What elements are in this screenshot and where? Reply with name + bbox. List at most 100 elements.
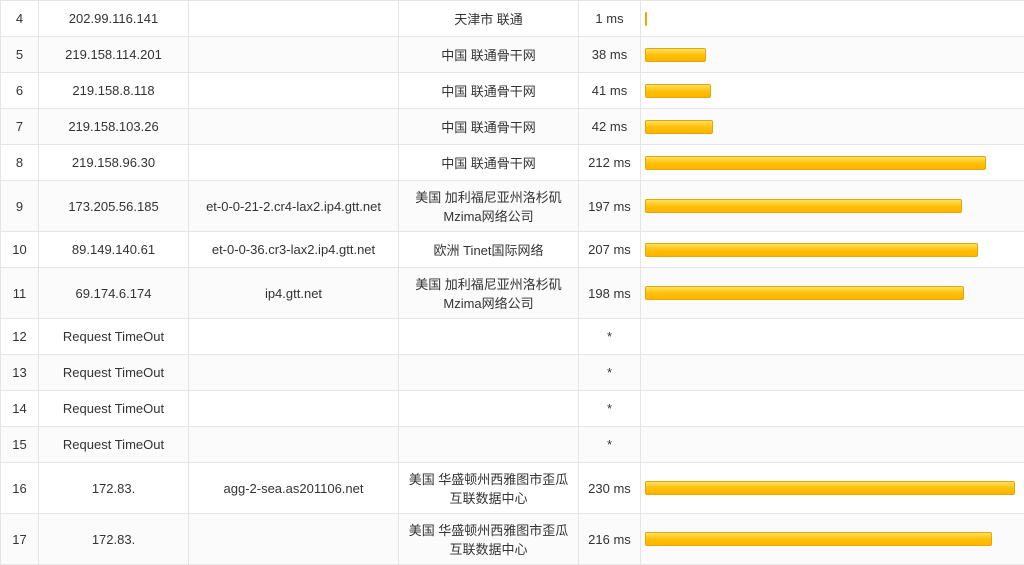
host-cell — [189, 319, 399, 355]
latency-bar-wrap — [645, 84, 1020, 98]
latency-bar — [645, 156, 986, 170]
latency-bar-cell — [641, 268, 1024, 319]
location-cell — [399, 391, 579, 427]
table-row: 12Request TimeOut* — [1, 319, 1024, 355]
host-cell: ip4.gtt.net — [189, 268, 399, 319]
location-cell: 中国 联通骨干网 — [399, 37, 579, 73]
latency-bar-cell — [641, 37, 1024, 73]
host-cell — [189, 73, 399, 109]
latency-cell: 1 ms — [579, 1, 641, 37]
hop-cell: 14 — [1, 391, 39, 427]
latency-bar-cell — [641, 181, 1024, 232]
table-row: 9173.205.56.185et-0-0-21-2.cr4-lax2.ip4.… — [1, 181, 1024, 232]
latency-cell: * — [579, 355, 641, 391]
ip-cell: Request TimeOut — [39, 427, 189, 463]
latency-bar-wrap — [645, 120, 1020, 134]
latency-cell: * — [579, 319, 641, 355]
latency-cell: 212 ms — [579, 145, 641, 181]
hop-cell: 7 — [1, 109, 39, 145]
ip-cell: 219.158.8.118 — [39, 73, 189, 109]
latency-bar — [645, 84, 711, 98]
location-cell: 中国 联通骨干网 — [399, 145, 579, 181]
location-cell: 欧洲 Tinet国际网络 — [399, 232, 579, 268]
traceroute-tbody: 4202.99.116.141天津市 联通1 ms5219.158.114.20… — [1, 1, 1024, 565]
hop-cell: 8 — [1, 145, 39, 181]
latency-bar-cell — [641, 391, 1024, 427]
ip-cell: 219.158.96.30 — [39, 145, 189, 181]
table-row: 15Request TimeOut* — [1, 427, 1024, 463]
ip-cell: 172.83. — [39, 514, 189, 565]
latency-bar — [645, 532, 992, 546]
latency-cell: 41 ms — [579, 73, 641, 109]
location-cell: 天津市 联通 — [399, 1, 579, 37]
latency-bar-wrap — [645, 156, 1020, 170]
latency-bar-wrap — [645, 199, 1020, 213]
hop-cell: 6 — [1, 73, 39, 109]
table-row: 14Request TimeOut * — [1, 391, 1024, 427]
ip-cell: 89.149.140.61 — [39, 232, 189, 268]
host-cell — [189, 37, 399, 73]
hop-cell: 11 — [1, 268, 39, 319]
latency-bar-wrap — [645, 48, 1020, 62]
location-cell — [399, 355, 579, 391]
table-row: 5219.158.114.201中国 联通骨干网38 ms — [1, 37, 1024, 73]
hop-cell: 4 — [1, 1, 39, 37]
table-row: 1169.174.6.174ip4.gtt.net美国 加利福尼亚州洛杉矶Mzi… — [1, 268, 1024, 319]
table-row: 6219.158.8.118中国 联通骨干网41 ms — [1, 73, 1024, 109]
latency-bar — [645, 48, 706, 62]
ip-cell: Request TimeOut — [39, 319, 189, 355]
table-row: 17172.83.美国 华盛顿州西雅图市歪瓜互联数据中心216 ms — [1, 514, 1024, 565]
ip-cell: Request TimeOut — [39, 391, 189, 427]
table-row: 4202.99.116.141天津市 联通1 ms — [1, 1, 1024, 37]
latency-bar-cell — [641, 109, 1024, 145]
latency-bar-cell — [641, 427, 1024, 463]
latency-cell: 197 ms — [579, 181, 641, 232]
latency-bar-wrap — [645, 243, 1020, 257]
latency-bar — [645, 120, 713, 134]
latency-bar-wrap — [645, 12, 1020, 26]
table-row: 8219.158.96.30 中国 联通骨干网212 ms — [1, 145, 1024, 181]
latency-cell: 198 ms — [579, 268, 641, 319]
latency-bar — [645, 12, 647, 26]
host-cell: agg-2-sea.as201106.net — [189, 463, 399, 514]
latency-bar-cell — [641, 1, 1024, 37]
latency-bar-cell — [641, 73, 1024, 109]
host-cell — [189, 1, 399, 37]
latency-cell: 42 ms — [579, 109, 641, 145]
location-cell: 美国 加利福尼亚州洛杉矶Mzima网络公司 — [399, 268, 579, 319]
latency-bar-cell — [641, 514, 1024, 565]
ip-cell: 173.205.56.185 — [39, 181, 189, 232]
latency-bar — [645, 481, 1015, 495]
hop-cell: 10 — [1, 232, 39, 268]
latency-bar-cell — [641, 232, 1024, 268]
host-cell — [189, 514, 399, 565]
location-cell: 中国 联通骨干网 — [399, 109, 579, 145]
host-cell — [189, 427, 399, 463]
latency-bar-cell — [641, 145, 1024, 181]
hop-cell: 13 — [1, 355, 39, 391]
latency-bar — [645, 243, 978, 257]
location-cell: 美国 华盛顿州西雅图市歪瓜互联数据中心 — [399, 514, 579, 565]
ip-cell: 172.83. — [39, 463, 189, 514]
latency-bar-wrap — [645, 286, 1020, 300]
table-row: 13Request TimeOut* — [1, 355, 1024, 391]
latency-bar-wrap — [645, 532, 1020, 546]
hop-cell: 9 — [1, 181, 39, 232]
latency-cell: * — [579, 391, 641, 427]
latency-bar-cell — [641, 319, 1024, 355]
ip-cell: 219.158.114.201 — [39, 37, 189, 73]
host-cell — [189, 391, 399, 427]
latency-cell: 207 ms — [579, 232, 641, 268]
location-cell: 美国 华盛顿州西雅图市歪瓜互联数据中心 — [399, 463, 579, 514]
location-cell — [399, 427, 579, 463]
hop-cell: 16 — [1, 463, 39, 514]
hop-cell: 15 — [1, 427, 39, 463]
latency-bar — [645, 199, 962, 213]
host-cell — [189, 145, 399, 181]
table-row: 7219.158.103.26 中国 联通骨干网42 ms — [1, 109, 1024, 145]
latency-cell: 38 ms — [579, 37, 641, 73]
ip-cell: 219.158.103.26 — [39, 109, 189, 145]
latency-bar — [645, 286, 964, 300]
latency-bar-wrap — [645, 481, 1020, 495]
latency-bar-cell — [641, 355, 1024, 391]
